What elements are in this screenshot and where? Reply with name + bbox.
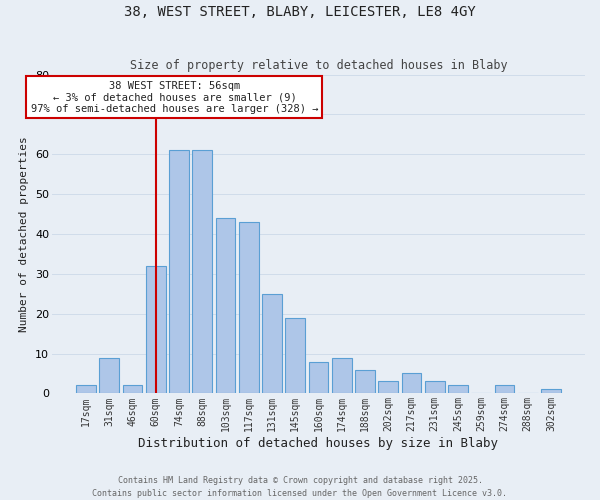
- Bar: [355, 370, 375, 394]
- Bar: [494, 386, 514, 394]
- Text: 38, WEST STREET, BLABY, LEICESTER, LE8 4GY: 38, WEST STREET, BLABY, LEICESTER, LE8 4…: [124, 5, 476, 19]
- Bar: [401, 374, 421, 394]
- X-axis label: Distribution of detached houses by size in Blaby: Distribution of detached houses by size …: [139, 437, 499, 450]
- Bar: [100, 358, 119, 394]
- Title: Size of property relative to detached houses in Blaby: Size of property relative to detached ho…: [130, 59, 507, 72]
- Bar: [541, 390, 561, 394]
- Bar: [146, 266, 166, 394]
- Bar: [308, 362, 328, 394]
- Text: Contains HM Land Registry data © Crown copyright and database right 2025.
Contai: Contains HM Land Registry data © Crown c…: [92, 476, 508, 498]
- Bar: [286, 318, 305, 394]
- Bar: [379, 382, 398, 394]
- Bar: [239, 222, 259, 394]
- Bar: [193, 150, 212, 394]
- Bar: [215, 218, 235, 394]
- Bar: [332, 358, 352, 394]
- Bar: [262, 294, 282, 394]
- Bar: [76, 386, 96, 394]
- Bar: [448, 386, 468, 394]
- Bar: [425, 382, 445, 394]
- Bar: [122, 386, 142, 394]
- Y-axis label: Number of detached properties: Number of detached properties: [19, 136, 29, 332]
- Bar: [169, 150, 189, 394]
- Text: 38 WEST STREET: 56sqm
← 3% of detached houses are smaller (9)
97% of semi-detach: 38 WEST STREET: 56sqm ← 3% of detached h…: [31, 80, 318, 114]
